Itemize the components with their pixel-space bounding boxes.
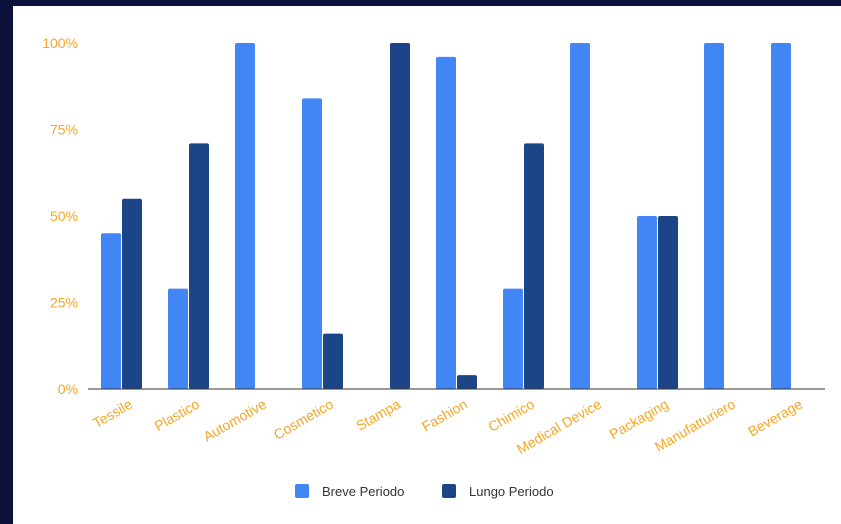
x-category-label: Fashion	[419, 396, 470, 435]
legend: Breve Periodo Lungo Periodo	[295, 484, 554, 499]
bar-breve-chimico[interactable]	[503, 288, 523, 389]
chart-frame: 0% 25% 50% 75% 100% Tessile Plastico Automotiv…	[13, 6, 841, 524]
bars-group	[101, 43, 791, 390]
x-category-label: Tessile	[90, 396, 135, 431]
x-category-label: Stampa	[353, 396, 403, 434]
bar-breve-cosmetico[interactable]	[302, 98, 322, 390]
bar-lungo-plastico[interactable]	[189, 143, 209, 389]
x-category-label: Automotive	[200, 396, 269, 445]
x-category-label: Beverage	[745, 396, 805, 440]
legend-swatch	[442, 484, 456, 498]
y-tick-label: 25%	[50, 295, 78, 311]
x-category-label: Cosmetico	[271, 396, 336, 443]
bar-breve-automotive[interactable]	[235, 43, 255, 389]
bar-lungo-cosmetico[interactable]	[323, 333, 343, 389]
legend-swatch	[295, 484, 309, 498]
legend-label: Breve Periodo	[322, 484, 404, 499]
bar-lungo-chimico[interactable]	[524, 143, 544, 389]
legend-label: Lungo Periodo	[469, 484, 554, 499]
x-category-label: Plastico	[152, 396, 203, 434]
bar-lungo-stampa[interactable]	[390, 43, 410, 389]
y-axis-ticks: 0% 25% 50% 75% 100%	[42, 35, 78, 397]
bar-breve-packaging[interactable]	[637, 216, 657, 389]
bar-lungo-fashion[interactable]	[457, 375, 477, 389]
bar-chart: 0% 25% 50% 75% 100% Tessile PlasticoAutomotiv…	[42, 35, 825, 499]
bar-lungo-tessile[interactable]	[122, 198, 142, 389]
y-tick-label: 75%	[50, 122, 78, 138]
y-tick-label: 50%	[50, 208, 78, 224]
bar-breve-tessile[interactable]	[101, 233, 121, 389]
y-tick-label: 0%	[58, 381, 78, 397]
bar-breve-plastico[interactable]	[168, 288, 188, 389]
bar-breve-fashion[interactable]	[436, 56, 456, 390]
x-category-label: Chimico	[485, 396, 537, 435]
bar-breve-beverage[interactable]	[771, 43, 791, 389]
y-tick-label: 100%	[42, 35, 78, 51]
bar-breve-manufatturiero[interactable]	[704, 43, 724, 389]
bar-breve-medical-device[interactable]	[570, 43, 590, 389]
bar-lungo-packaging[interactable]	[658, 216, 678, 389]
